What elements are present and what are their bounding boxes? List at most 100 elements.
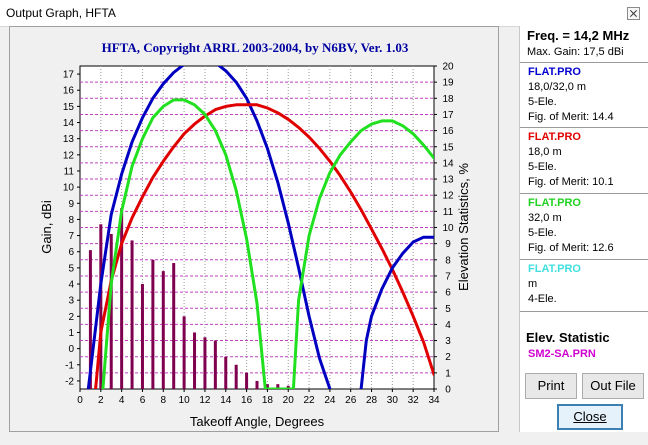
file-name-2: FLAT.PRO — [528, 131, 581, 143]
file-name-1: FLAT.PRO — [528, 66, 581, 78]
elevation-bar — [161, 271, 165, 389]
x-tick-label: 22 — [303, 395, 315, 406]
elevation-bar — [224, 356, 228, 389]
gain-curve-3 — [101, 98, 434, 389]
file-1-merit: Fig. of Merit: 14.4 — [528, 111, 614, 123]
file-4-elements: 4-Ele. — [528, 293, 557, 305]
y-tick-label: 15 — [63, 102, 75, 113]
elevation-bar — [109, 233, 113, 389]
y-tick-label: 4 — [68, 280, 74, 291]
y-tick-label: 7 — [68, 231, 74, 242]
file-name-3: FLAT.PRO — [528, 197, 581, 209]
elevation-bar — [234, 364, 238, 389]
y-tick-label: 5 — [68, 263, 74, 274]
y-axis-label: Gain, dBi — [39, 200, 54, 254]
y2-tick-label: 16 — [442, 126, 454, 137]
elevation-bar — [193, 332, 197, 389]
close-button-label: Close — [573, 409, 607, 424]
y-tick-label: 17 — [63, 70, 75, 81]
y-tick-label: 6 — [68, 247, 74, 258]
y2-tick-label: 15 — [442, 142, 454, 153]
file-1-elements: 5-Ele. — [528, 96, 557, 108]
file-1-height: 18,0/32,0 m — [528, 81, 587, 93]
x-tick-label: 34 — [428, 395, 440, 406]
x-tick-label: 18 — [262, 395, 274, 406]
elev-statistic-file: SM2-SA.PRN — [528, 348, 596, 360]
elevation-bar — [120, 208, 124, 389]
elevation-bar — [255, 380, 259, 389]
y2-tick-label: 8 — [445, 255, 451, 266]
y2-tick-label: 13 — [442, 175, 454, 186]
y-tick-label: 13 — [63, 134, 75, 145]
y2-tick-label: 20 — [442, 62, 454, 73]
x-tick-label: 32 — [408, 395, 420, 406]
elevation-bar — [276, 384, 280, 389]
file-2-merit: Fig. of Merit: 10.1 — [528, 176, 614, 188]
y2-tick-label: 11 — [443, 207, 454, 218]
elevation-bar — [245, 372, 249, 389]
out-file-button[interactable]: Out File — [582, 373, 644, 399]
print-button[interactable]: Print — [525, 373, 577, 399]
elevation-bar — [151, 259, 155, 389]
elevation-bar — [213, 340, 217, 389]
y2-axis-label: Elevation Statistics, % — [456, 163, 471, 291]
y-tick-label: 9 — [68, 199, 74, 210]
legend-panel: Freq. = 14,2 MHz Max. Gain: 17,5 dBi FLA… — [519, 26, 648, 432]
x-tick-label: 20 — [283, 395, 295, 406]
y-tick-label: 11 — [64, 166, 75, 177]
gain-curve-4 — [359, 235, 434, 389]
graph-area: 0 2 4 6 8 10 12 14 16 18 20 22 24 26 28 30 32 34 -2 -1 0 1 2 3 4… — [9, 26, 499, 432]
file-2-elements: 5-Ele. — [528, 161, 557, 173]
x-tick-label: 8 — [161, 395, 167, 406]
x-tick-label: 2 — [98, 395, 104, 406]
elevation-bar — [182, 316, 186, 389]
y-tick-label: 16 — [63, 86, 75, 97]
close-window-icon[interactable] — [627, 7, 640, 20]
y2-tick-label: 2 — [445, 352, 451, 363]
file-name-4: FLAT.PRO — [528, 263, 581, 275]
title-bar: Output Graph, HFTA — [0, 0, 648, 27]
divider — [520, 127, 648, 128]
file-3-elements: 5-Ele. — [528, 227, 557, 239]
y2-tick-label: 0 — [445, 385, 451, 396]
x-tick-label: 10 — [179, 395, 191, 406]
elevation-bar — [140, 284, 144, 389]
chart-title: HFTA, Copyright ARRL 2003-2004, by N6BV,… — [102, 40, 409, 55]
elevation-bar — [203, 337, 207, 389]
file-4-height: m — [528, 278, 538, 290]
x-tick-label: 4 — [119, 395, 125, 406]
y-tick-label: 0 — [68, 344, 74, 355]
y2-tick-label: 18 — [442, 94, 454, 105]
x-tick-label: 28 — [366, 395, 378, 406]
frequency-label: Freq. = 14,2 MHz — [527, 28, 630, 43]
y-tick-label: 2 — [68, 312, 74, 323]
elevation-bar — [99, 224, 103, 389]
file-3-height: 32,0 m — [528, 212, 562, 224]
y2-tick-label: 14 — [442, 158, 454, 169]
y2-tick-label: 17 — [442, 110, 454, 121]
y-tick-label: 12 — [63, 150, 75, 161]
elevation-bar — [130, 240, 134, 389]
window-title: Output Graph, HFTA — [6, 6, 116, 20]
close-button[interactable]: Close — [557, 404, 623, 430]
elevation-bar — [88, 250, 92, 389]
y2-tick-label: 10 — [442, 223, 454, 234]
y-tick-label: 14 — [63, 118, 75, 129]
y-tick-label: 3 — [68, 296, 74, 307]
divider — [520, 193, 648, 194]
y2-tick-label: 19 — [442, 78, 454, 89]
divider — [520, 62, 648, 63]
x-tick-label: 30 — [387, 395, 399, 406]
y-tick-label: 1 — [68, 328, 74, 339]
gain-curve-2 — [94, 103, 434, 389]
y2-tick-label: 1 — [445, 368, 451, 379]
x-axis-label: Takeoff Angle, Degrees — [190, 414, 325, 429]
x-tick-label: 6 — [140, 395, 146, 406]
x-tick-label: 0 — [77, 395, 83, 406]
x-tick-label: 14 — [220, 395, 232, 406]
divider — [520, 259, 648, 260]
y-tick-label: 10 — [63, 183, 75, 194]
y2-tick-label: 5 — [445, 304, 451, 315]
x-tick-label: 26 — [345, 395, 357, 406]
y-tick-label: -1 — [65, 360, 74, 371]
